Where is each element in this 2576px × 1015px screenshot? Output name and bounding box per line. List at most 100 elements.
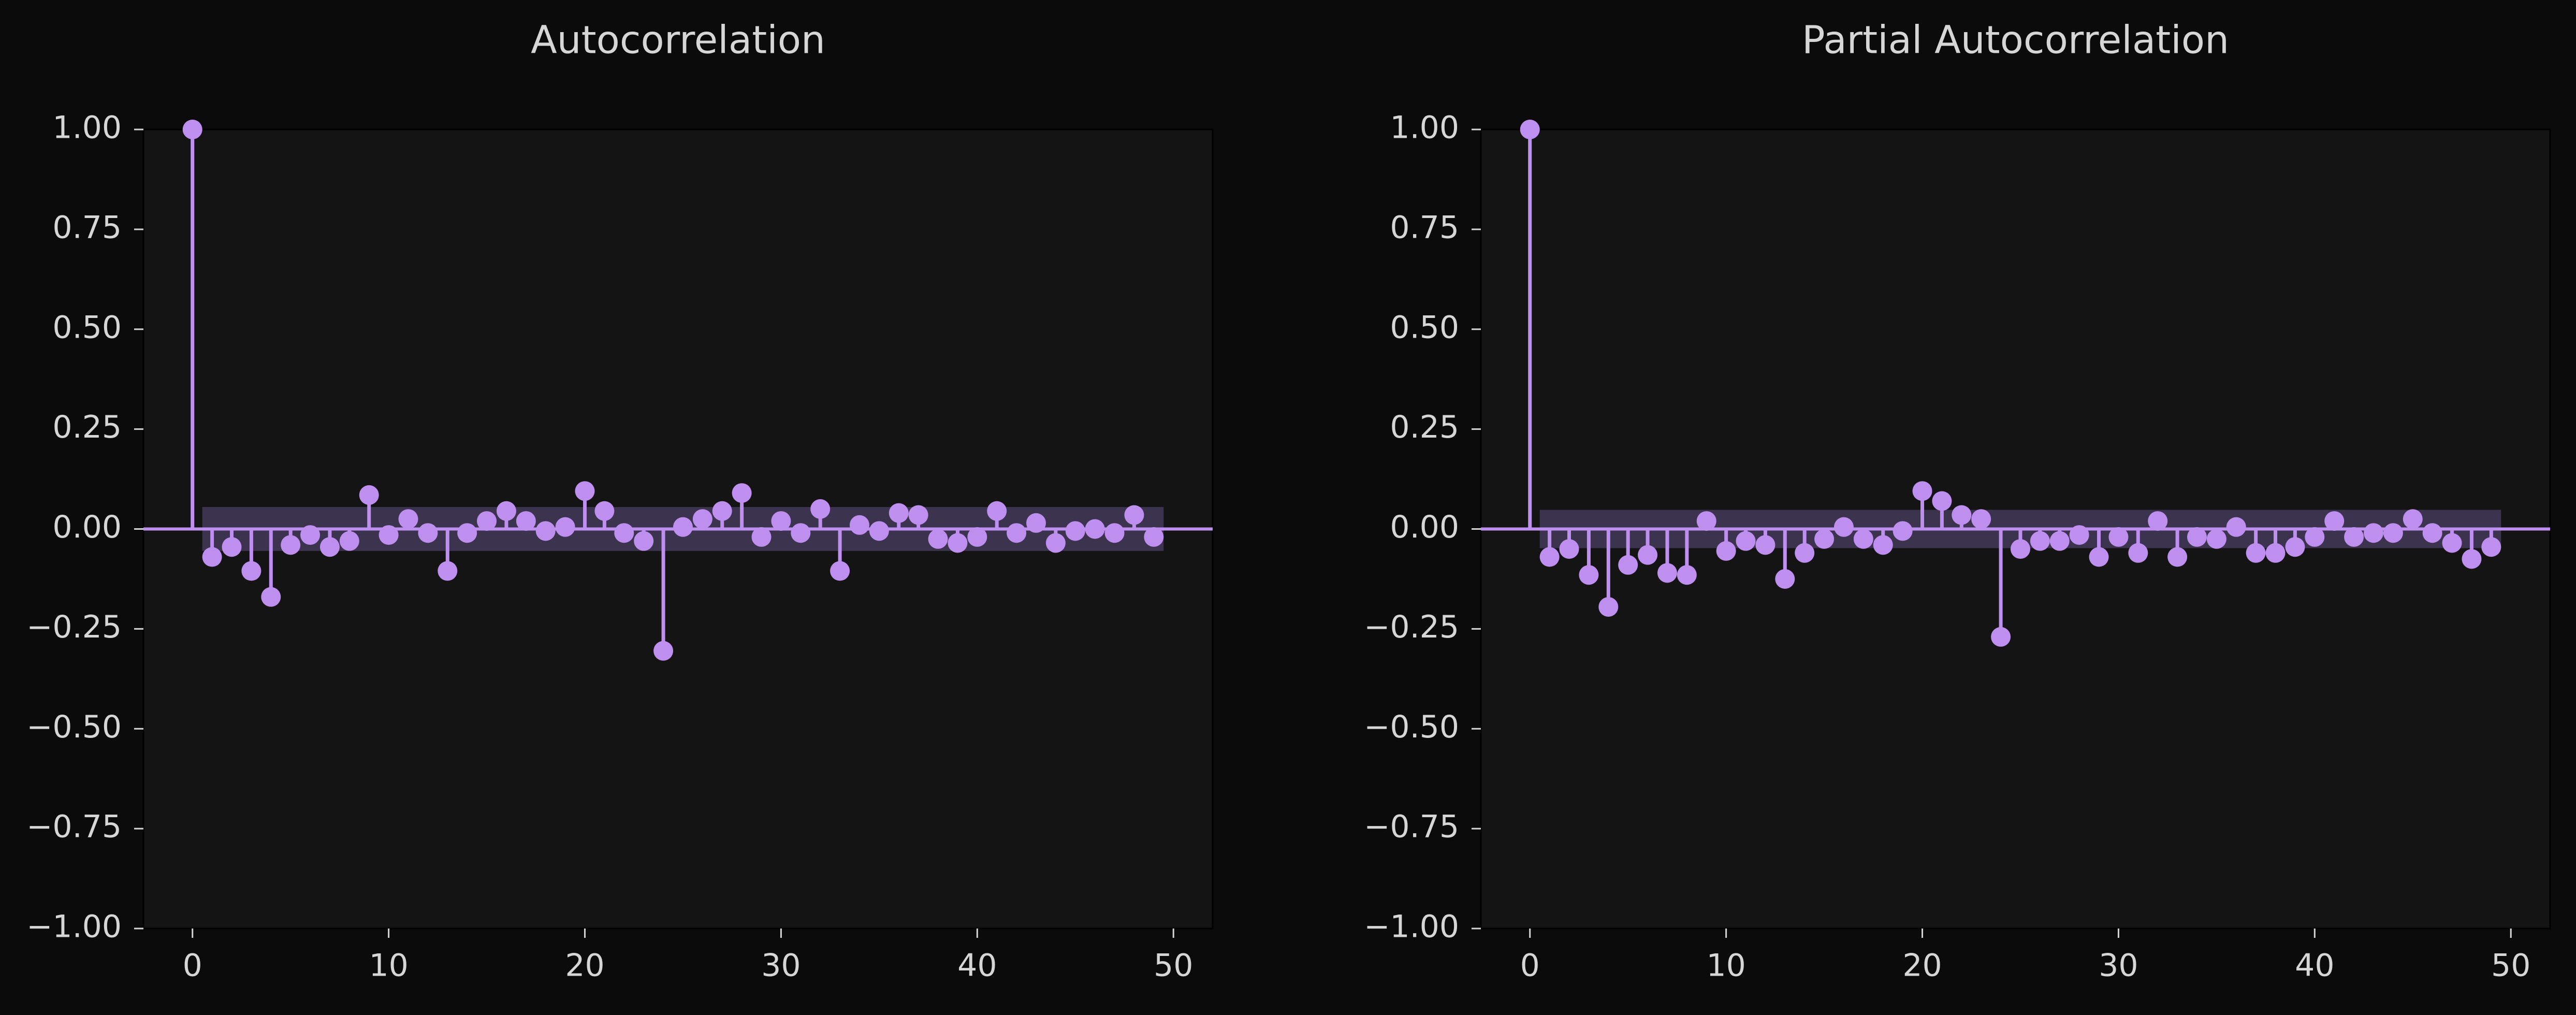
y-tick-label: 0.75	[52, 209, 122, 245]
stem-marker	[948, 533, 968, 553]
stem-marker	[1026, 513, 1046, 533]
x-tick-label: 40	[957, 948, 997, 984]
stem-marker	[1045, 533, 1066, 553]
y-tick-label: 0.75	[1390, 209, 1459, 245]
stem-marker	[2089, 547, 2109, 567]
x-tick-label: 0	[1520, 948, 1540, 984]
stem-marker	[319, 537, 340, 557]
stem-marker	[438, 561, 458, 581]
stem-marker	[1618, 555, 1638, 575]
chart-panel-pacf: Partial Autocorrelation 1.00 0.75 0.50 0.25 0…	[1364, 18, 2551, 984]
x-tick-label: 40	[2295, 948, 2334, 984]
stem-marker	[2187, 527, 2207, 547]
y-tick-label: −0.75	[1364, 809, 1459, 845]
x-tick-label: 30	[761, 948, 801, 984]
stem-marker	[2324, 511, 2345, 531]
stem-marker	[2442, 533, 2462, 553]
y-tick-label: 1.00	[52, 110, 122, 146]
stem-marker	[1952, 505, 1972, 525]
stem-marker	[692, 509, 712, 529]
x-tick-label: 10	[1706, 948, 1745, 984]
stem-marker	[1932, 491, 1952, 511]
stem-marker	[1833, 517, 1854, 537]
stem-marker	[575, 481, 595, 501]
stem-marker	[2226, 517, 2246, 537]
y-tick-label: 0.25	[52, 409, 122, 445]
x-tick-label: 20	[1902, 948, 1942, 984]
stem-marker	[2285, 537, 2305, 557]
stem-marker	[908, 505, 928, 525]
y-tick-label: 0.25	[1390, 409, 1459, 445]
stem-marker	[771, 511, 791, 531]
stem-marker	[1814, 529, 1835, 549]
stem-marker	[732, 483, 752, 503]
stem-marker	[1144, 527, 1164, 547]
stem-marker	[1579, 565, 1599, 585]
stem-marker	[1539, 547, 1560, 567]
stem-marker	[653, 641, 674, 661]
stem-marker	[634, 531, 654, 551]
stem-marker	[830, 561, 850, 581]
stem-marker	[2148, 511, 2168, 531]
stem-marker	[967, 527, 987, 547]
stem-marker	[2363, 523, 2383, 543]
stem-marker	[1991, 627, 2011, 647]
stem-marker	[261, 587, 281, 607]
stem-marker	[1065, 521, 1085, 541]
stem-marker	[614, 523, 634, 543]
stem-marker	[477, 511, 497, 531]
stem-marker	[1520, 120, 1540, 139]
stem-marker	[300, 525, 321, 545]
stem-marker	[1657, 563, 1677, 583]
y-tick-label: −0.50	[26, 709, 122, 745]
stem-marker	[2010, 539, 2030, 559]
stem-marker	[751, 527, 772, 547]
stem-marker	[555, 517, 575, 537]
stem-marker	[2128, 543, 2148, 563]
stem-marker	[889, 503, 909, 523]
stem-marker	[1104, 523, 1125, 543]
stem-marker	[2462, 549, 2482, 569]
stem-marker	[2265, 543, 2286, 563]
stem-marker	[987, 501, 1007, 521]
y-tick-label: −0.25	[1364, 609, 1459, 645]
stem-marker	[1912, 481, 1932, 501]
stem-marker	[1085, 519, 1105, 539]
stem-marker	[339, 531, 359, 551]
stem-marker	[182, 120, 202, 139]
stem-marker	[2246, 543, 2266, 563]
chart-panel-acf: Autocorrelation 1.00 0.75 0.50 0.25 0.00 −0.25…	[26, 18, 1214, 984]
x-tick-label: 30	[2099, 948, 2138, 984]
stem-marker	[1007, 523, 1027, 543]
stem-marker	[1755, 535, 1775, 555]
stem-marker	[849, 515, 869, 535]
stem-marker	[418, 523, 438, 543]
chart-title: Autocorrelation	[531, 18, 825, 63]
stem-marker	[457, 523, 477, 543]
stem-marker	[1736, 531, 1756, 551]
stem-marker	[791, 523, 811, 543]
x-tick-label: 0	[183, 948, 202, 984]
stem-marker	[1775, 569, 1795, 589]
stem-marker	[2305, 527, 2325, 547]
y-tick-label: −0.25	[26, 609, 122, 645]
stem-marker	[2049, 531, 2070, 551]
stem-marker	[712, 501, 732, 521]
x-tick-label: 50	[1154, 948, 1193, 984]
x-tick-label: 20	[565, 948, 604, 984]
stem-marker	[1873, 535, 1893, 555]
stem-marker	[1716, 541, 1736, 561]
stem-marker	[516, 511, 536, 531]
stem-marker	[2383, 523, 2403, 543]
stem-marker	[1598, 597, 1619, 617]
stem-marker	[2206, 529, 2226, 549]
stem-marker	[2481, 537, 2501, 557]
stem-marker	[673, 517, 693, 537]
stem-marker	[2344, 527, 2364, 547]
x-tick-label: 50	[2491, 948, 2530, 984]
stem-marker	[2069, 525, 2089, 545]
stem-marker	[281, 535, 301, 555]
stem-marker	[241, 561, 261, 581]
x-tick-label: 10	[369, 948, 408, 984]
